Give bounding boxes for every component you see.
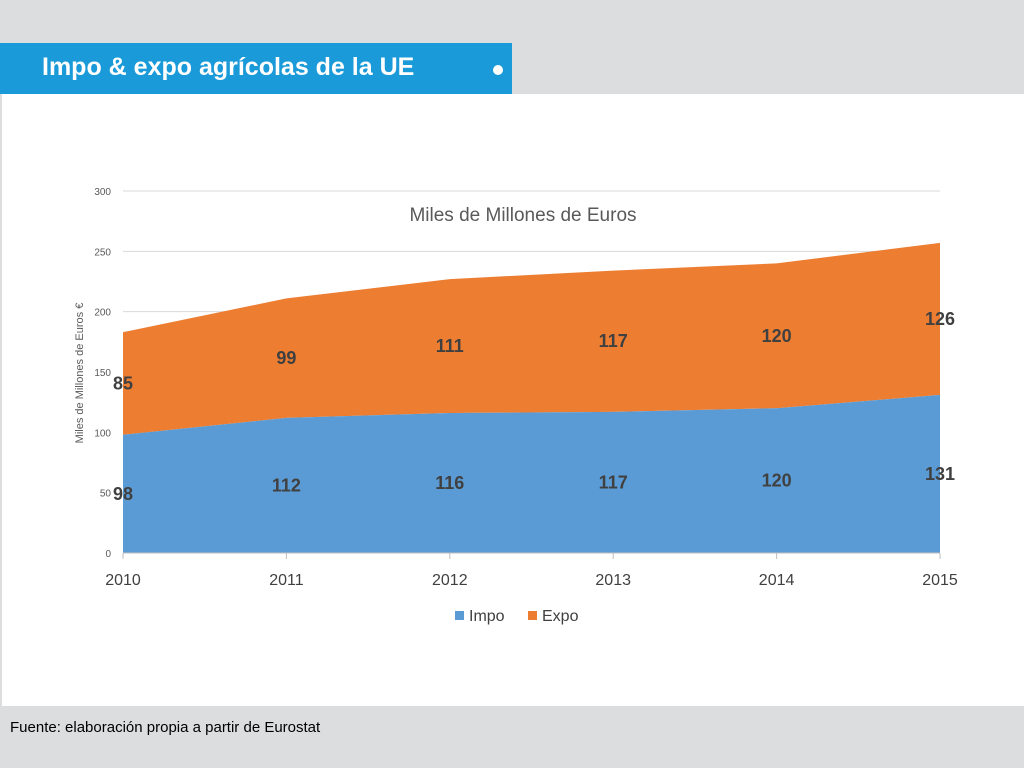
x-tick-label: 2012	[432, 572, 468, 589]
x-tick-label: 2010	[105, 572, 141, 589]
chart-data-labels: 98 112 116 117 120 131 85 99 111 117 120 126	[113, 309, 955, 504]
legend-swatch	[455, 611, 464, 620]
data-label-impo: 112	[272, 475, 301, 495]
chart-legend: Impo Expo	[455, 608, 579, 625]
data-label-impo: 131	[925, 464, 955, 484]
data-label-expo: 111	[436, 336, 464, 356]
legend-swatch	[528, 611, 537, 620]
slide-title: Impo & expo agrícolas de la UE	[42, 53, 415, 81]
x-tick-label: 2013	[595, 572, 631, 589]
x-tick-label: 2014	[759, 572, 795, 589]
bullet-dot-icon	[493, 65, 503, 75]
legend-label: Expo	[542, 608, 579, 625]
title-bar: Impo & expo agrícolas de la UE	[0, 43, 512, 94]
data-label-expo: 120	[762, 326, 792, 346]
series-impo-area	[123, 394, 940, 553]
y-tick-label: 100	[94, 428, 111, 439]
chart-areas	[123, 242, 940, 553]
y-tick-label: 250	[94, 247, 111, 258]
y-tick-label: 0	[105, 549, 111, 560]
y-tick-label: 300	[94, 187, 111, 198]
data-label-expo: 126	[925, 309, 955, 329]
chart-axes: 0 50 100 150 200 250 300 2010 2011 2012 2013 2014 20…	[94, 187, 958, 589]
chart-title: Miles de Millones de Euros	[409, 205, 636, 226]
y-tick-label: 50	[100, 489, 112, 500]
data-label-expo: 117	[599, 331, 628, 351]
series-expo-area	[123, 242, 940, 435]
x-tick-label: 2011	[269, 572, 304, 589]
source-footnote: Fuente: elaboración propia a partir de E…	[10, 719, 321, 736]
x-tick-label: 2015	[922, 572, 958, 589]
data-label-impo: 98	[113, 484, 133, 504]
data-label-impo: 117	[599, 472, 628, 492]
data-label-expo: 99	[276, 348, 296, 368]
y-tick-label: 200	[94, 308, 111, 319]
data-label-expo: 85	[113, 373, 133, 393]
y-tick-label: 150	[94, 368, 111, 379]
y-axis-label: Miles de Millones de Euros €	[74, 303, 86, 444]
data-label-impo: 116	[435, 473, 464, 493]
legend-label: Impo	[469, 608, 505, 625]
data-label-impo: 120	[762, 471, 792, 491]
